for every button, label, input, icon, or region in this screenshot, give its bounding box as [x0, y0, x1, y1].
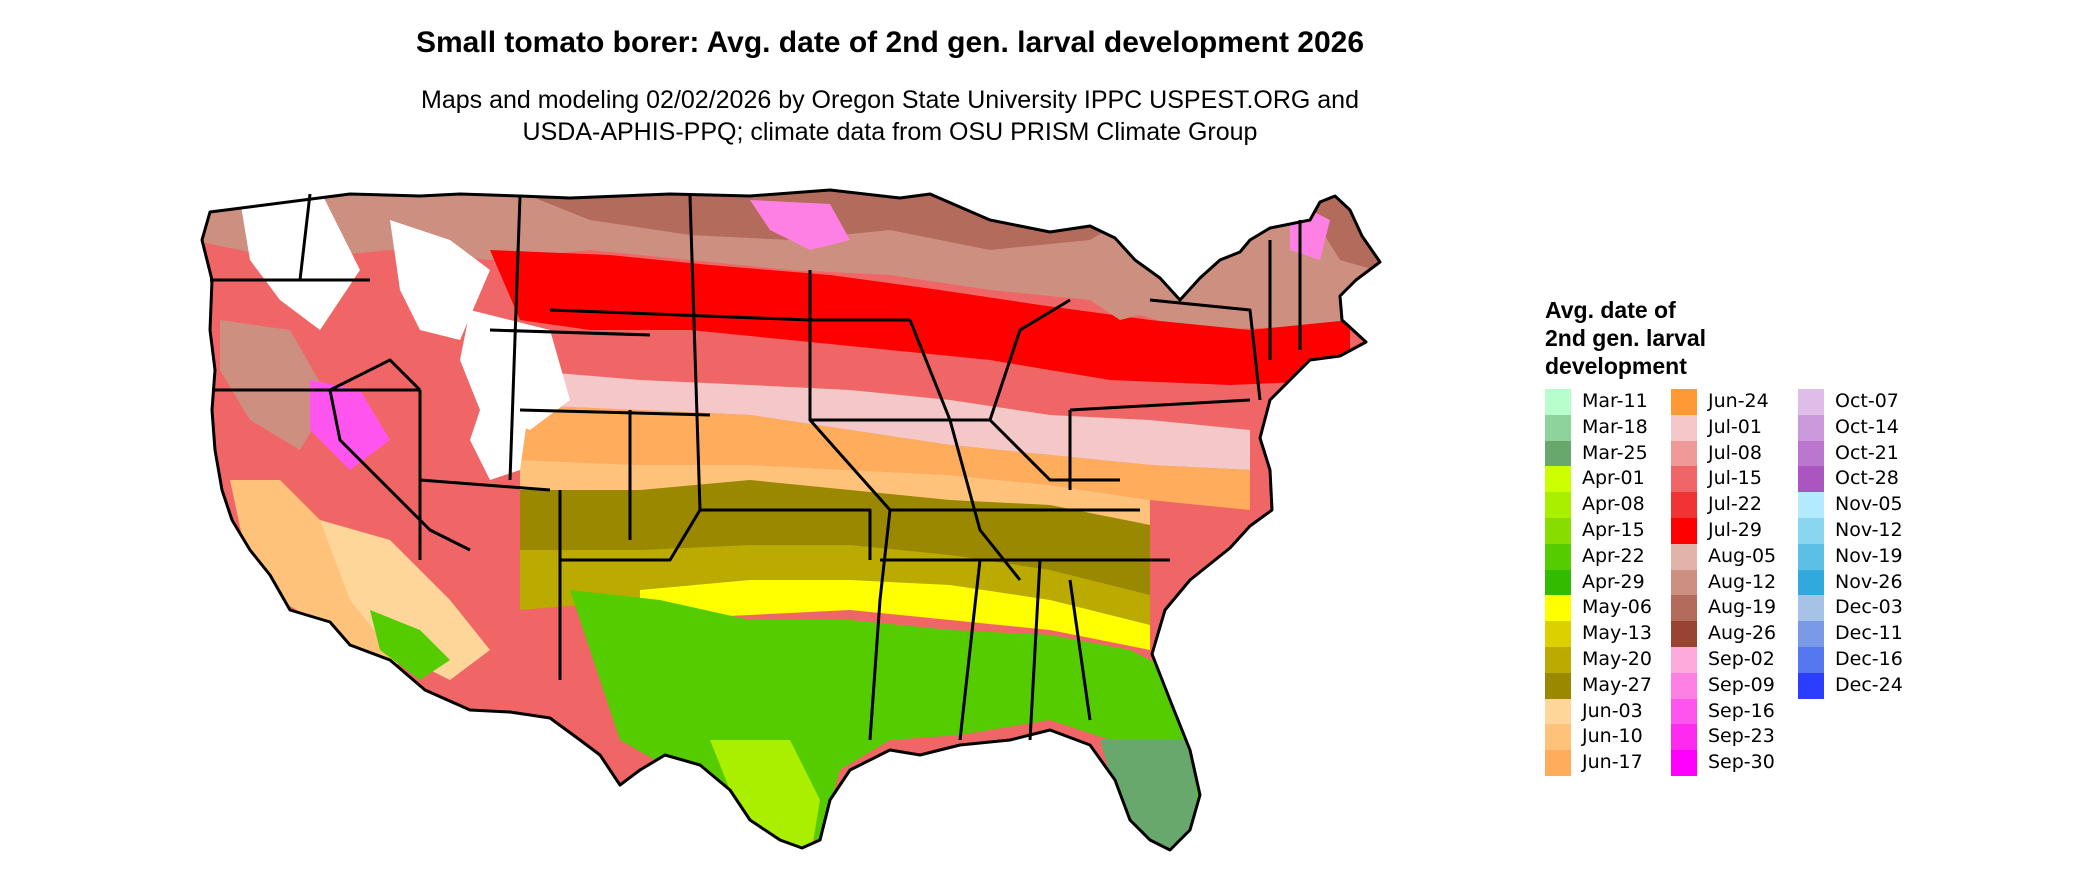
- legend-title: Avg. date of 2nd gen. larval development: [1545, 296, 1805, 380]
- legend-label: Sep-02: [1708, 647, 1775, 670]
- legend-swatch: [1671, 440, 1697, 467]
- legend-swatch: [1671, 517, 1697, 544]
- subtitle-line-2: USDA-APHIS-PPQ; climate data from OSU PR…: [522, 118, 1258, 146]
- legend-label: Jun-17: [1582, 751, 1643, 774]
- subtitle-line-1: Maps and modeling 02/02/2026 by Oregon S…: [421, 86, 1359, 114]
- legend-swatch: [1545, 750, 1571, 776]
- legend-swatch: [1671, 569, 1697, 596]
- legend-swatch: [1545, 543, 1571, 570]
- legend-label: Oct-14: [1835, 415, 1899, 438]
- legend-label: May-20: [1582, 647, 1652, 670]
- legend-swatch: [1671, 621, 1697, 647]
- legend-swatch: [1798, 414, 1824, 441]
- legend-swatch: [1545, 517, 1571, 544]
- legend-swatch: [1798, 595, 1824, 622]
- legend-label: Mar-18: [1582, 415, 1648, 438]
- legend-swatch: [1671, 492, 1697, 518]
- legend-label: Mar-25: [1582, 441, 1648, 464]
- legend-label: Jul-29: [1708, 518, 1762, 541]
- legend-label: Apr-08: [1582, 493, 1645, 516]
- legend-swatch: [1545, 621, 1571, 647]
- legend-swatch: [1798, 466, 1824, 493]
- legend-label: Apr-15: [1582, 518, 1645, 541]
- legend-label: Aug-19: [1708, 596, 1777, 619]
- legend-label: May-27: [1582, 673, 1652, 696]
- legend-swatch: [1671, 389, 1697, 415]
- legend-swatch: [1798, 492, 1824, 518]
- legend-label: May-06: [1582, 596, 1652, 619]
- legend-label: Sep-23: [1708, 725, 1775, 748]
- legend-swatch: [1798, 389, 1824, 415]
- legend-swatch: [1798, 672, 1824, 699]
- legend-swatch: [1798, 517, 1824, 544]
- legend-swatch: [1671, 543, 1697, 570]
- legend-label: Dec-03: [1835, 596, 1903, 619]
- legend-title-line-3: development: [1545, 353, 1687, 379]
- us-degree-day-map: [200, 188, 1382, 852]
- legend-label: Sep-30: [1708, 751, 1775, 774]
- legend-label: Nov-19: [1835, 544, 1903, 567]
- legend-label: Jul-08: [1708, 441, 1762, 464]
- legend-label: Oct-21: [1835, 441, 1899, 464]
- legend-swatch: [1671, 750, 1697, 776]
- legend-swatch: [1671, 595, 1697, 622]
- legend-label: Nov-26: [1835, 570, 1903, 593]
- legend-swatch: [1798, 543, 1824, 570]
- legend-label: Jul-15: [1708, 467, 1762, 490]
- legend-label: Nov-05: [1835, 493, 1903, 516]
- legend-swatch: [1545, 672, 1571, 699]
- legend-swatch: [1545, 466, 1571, 493]
- legend-swatch: [1798, 646, 1824, 673]
- legend-label: Jul-01: [1708, 415, 1762, 438]
- legend-label: Apr-29: [1582, 570, 1645, 593]
- legend-label: Sep-09: [1708, 673, 1775, 696]
- legend-swatch: [1545, 492, 1571, 518]
- legend-label: Jul-22: [1708, 493, 1762, 516]
- legend-swatch: [1671, 698, 1697, 725]
- legend-swatch: [1545, 389, 1571, 415]
- legend-swatch: [1798, 569, 1824, 596]
- legend-label: Aug-05: [1708, 544, 1777, 567]
- legend-label: Jun-24: [1708, 390, 1769, 412]
- legend-label: Dec-11: [1835, 622, 1903, 645]
- legend-label: Dec-24: [1835, 673, 1903, 696]
- legend-swatch: [1545, 595, 1571, 622]
- legend-label: Apr-01: [1582, 467, 1645, 490]
- legend-label: Dec-16: [1835, 647, 1903, 670]
- map-title: Small tomato borer: Avg. date of 2nd gen…: [415, 26, 1365, 59]
- legend-label: Aug-12: [1708, 570, 1777, 593]
- legend-swatch: [1545, 646, 1571, 673]
- legend-label: Jun-03: [1582, 699, 1643, 722]
- legend-label: Aug-26: [1708, 622, 1777, 645]
- legend-label: Apr-22: [1582, 544, 1645, 567]
- map-subtitle: Maps and modeling 02/02/2026 by Oregon S…: [0, 84, 1780, 148]
- legend-swatch: [1671, 466, 1697, 493]
- legend-swatch: [1545, 698, 1571, 725]
- legend-label: Nov-12: [1835, 518, 1903, 541]
- legend-label: Sep-16: [1708, 699, 1775, 722]
- legend-swatch: [1798, 621, 1824, 647]
- legend-label: May-13: [1582, 622, 1652, 645]
- legend-title-line-1: Avg. date of: [1545, 297, 1676, 323]
- legend-swatch: [1671, 724, 1697, 751]
- legend-title-line-2: 2nd gen. larval: [1545, 325, 1707, 351]
- legend-label: Oct-07: [1835, 390, 1899, 412]
- legend-label: Mar-11: [1582, 390, 1648, 412]
- legend-swatch: [1545, 724, 1571, 751]
- legend-label: Jun-10: [1582, 725, 1643, 748]
- legend-swatch: [1798, 440, 1824, 467]
- legend-swatch: [1545, 440, 1571, 467]
- legend-label: Oct-28: [1835, 467, 1899, 490]
- legend-swatch: [1545, 569, 1571, 596]
- legend-swatch: [1671, 646, 1697, 673]
- legend-swatch: [1545, 414, 1571, 441]
- legend-swatch: [1671, 414, 1697, 441]
- legend-swatch: [1671, 672, 1697, 699]
